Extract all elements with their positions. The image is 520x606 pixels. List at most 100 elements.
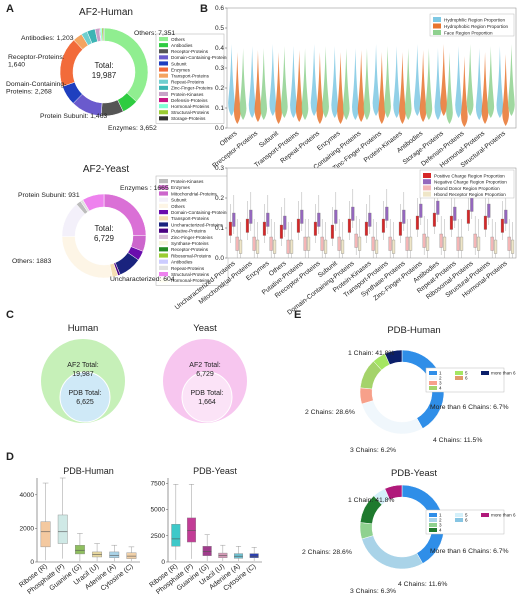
panel-letter-A: A — [6, 3, 14, 15]
inner-value: 1,664 — [198, 399, 216, 406]
pie-slice — [82, 193, 105, 212]
legend-swatch — [429, 523, 437, 527]
legend-swatch — [423, 173, 431, 178]
tick-label: 0.1 — [215, 225, 224, 232]
tick-label: 7500 — [151, 480, 166, 487]
legend-swatch — [159, 49, 168, 54]
legend-swatch — [159, 197, 168, 202]
legend-label: Enzymes — [171, 67, 191, 72]
violin-mark — [487, 46, 495, 118]
chart-a2-yeast: AF2-Yeast Total:6,729 Protein-KinasesEnzym… — [12, 164, 229, 286]
tick-label: 0.3 — [215, 65, 224, 72]
inner-label: PDB Total: — [69, 390, 102, 397]
chart-title: Yeast — [193, 323, 217, 334]
violin-mark — [248, 46, 256, 118]
violin-mark — [481, 52, 489, 124]
legend-swatch — [159, 104, 168, 109]
legend-swatch — [159, 79, 168, 84]
violin-mark — [475, 48, 483, 120]
box-mark — [245, 218, 249, 233]
box-mark — [279, 224, 283, 239]
box-mark — [490, 236, 494, 251]
legend-swatch — [159, 85, 168, 90]
box-mark — [347, 218, 351, 233]
violin-mark — [352, 48, 359, 120]
legend-swatch — [159, 61, 168, 66]
legend-label: Others — [171, 37, 185, 42]
legend-label: more than 6 — [491, 513, 516, 518]
legend-swatch — [433, 23, 441, 29]
violin-mark — [502, 54, 509, 126]
legend-label: Antibodies — [171, 43, 193, 48]
legend-label: 2 — [439, 376, 442, 381]
legend-swatch — [455, 371, 463, 375]
legend-swatch — [455, 518, 463, 522]
box-mark — [419, 203, 423, 218]
violin-mark — [446, 52, 453, 124]
legend-label: more than 6 — [491, 371, 516, 376]
violin-mark — [372, 44, 380, 116]
legend-label: Domain-Containing-Proteins — [171, 55, 229, 60]
slice-label: 3 Chains: 6.3% — [350, 588, 396, 595]
box-mark — [385, 206, 389, 221]
violin-mark — [357, 50, 365, 122]
violin-mark — [425, 48, 433, 120]
legend-label: 6 — [465, 518, 468, 523]
legend-swatch — [159, 272, 168, 277]
pie-slice — [102, 27, 105, 42]
legend-label: 4 — [439, 386, 442, 391]
box-mark — [109, 551, 120, 558]
pie-slice — [59, 39, 84, 87]
box-mark — [228, 221, 232, 236]
legend-swatch — [159, 179, 168, 184]
legend-swatch — [159, 98, 168, 103]
box-mark — [466, 209, 470, 224]
box-mark — [432, 212, 436, 227]
center-label: Total: — [94, 61, 113, 70]
legend-swatch — [159, 259, 168, 264]
venn-inner — [181, 371, 233, 423]
legend-swatch — [423, 179, 431, 185]
box-mark — [392, 239, 396, 254]
legend-label: Zinc-Finger-Proteins — [171, 86, 213, 91]
box-mark — [460, 236, 464, 251]
legend-swatch — [429, 376, 437, 380]
violin-mark — [466, 44, 474, 116]
box-mark — [324, 239, 328, 254]
legend-label: Repeat-Proteins — [171, 266, 205, 271]
legend-label: Others — [171, 204, 185, 209]
box-mark — [504, 209, 508, 224]
slice-label: Receptor-Proteins: 1,640 — [8, 54, 65, 68]
box-mark — [313, 221, 317, 236]
legend-swatch — [455, 376, 463, 380]
box-mark — [358, 236, 362, 251]
legend-swatch — [159, 37, 168, 42]
legend-box — [155, 33, 225, 124]
box-mark — [351, 206, 355, 221]
violin-mark — [322, 46, 329, 118]
slice-label: 2 Chains: 28.6% — [302, 549, 352, 556]
box-mark — [500, 218, 504, 233]
legend-label: 1 — [439, 371, 442, 376]
violin-mark — [281, 46, 288, 118]
legend-swatch — [159, 67, 168, 72]
violin-mark — [301, 48, 309, 120]
box-mark — [186, 517, 197, 543]
box-mark — [320, 236, 324, 251]
box-mark — [290, 239, 294, 254]
outer-value: 6,729 — [196, 371, 214, 378]
legend-label: 3 — [439, 523, 442, 528]
legend-swatch — [429, 518, 437, 522]
legend-label: Enzymes — [171, 185, 191, 190]
legend-swatch — [159, 253, 168, 258]
tick-label: 0.1 — [215, 105, 224, 112]
box-mark — [303, 236, 307, 251]
legend-swatch — [159, 73, 168, 78]
legend-label: Receptor-Proteins — [171, 49, 209, 54]
box-mark — [341, 239, 345, 254]
legend-label: Repeat-Proteins — [171, 80, 205, 85]
box-mark — [334, 209, 338, 224]
violin-mark — [290, 46, 297, 118]
